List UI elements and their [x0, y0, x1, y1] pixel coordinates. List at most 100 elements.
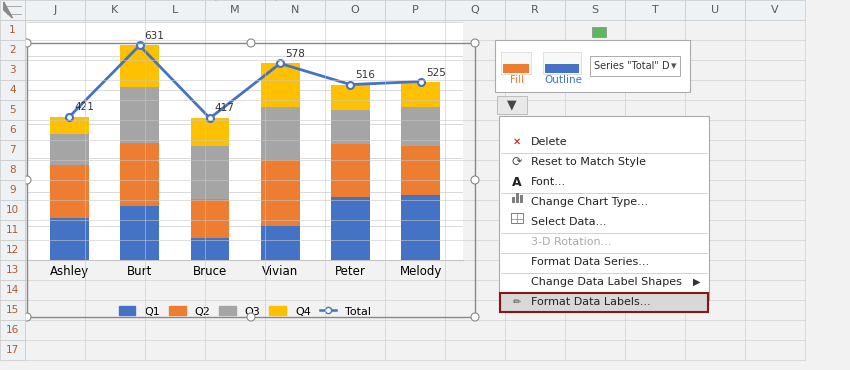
Bar — [332, 110, 370, 144]
Bar — [0, 140, 25, 160]
Text: ✕: ✕ — [513, 137, 521, 147]
Text: K: K — [111, 5, 119, 15]
Bar — [0, 240, 25, 260]
Text: Format Data Labels...: Format Data Labels... — [531, 297, 650, 307]
Text: Font...: Font... — [531, 177, 566, 187]
Text: ▼: ▼ — [507, 98, 517, 111]
Bar — [0, 60, 25, 80]
Text: 516: 516 — [355, 70, 376, 80]
Text: 525: 525 — [426, 68, 445, 78]
Bar — [385, 0, 445, 20]
Bar — [0, 100, 25, 120]
Text: 3-D Rotation...: 3-D Rotation... — [531, 237, 611, 247]
Bar — [332, 197, 370, 260]
Text: T: T — [652, 5, 659, 15]
Text: Change Data Label Shapes: Change Data Label Shapes — [531, 277, 682, 287]
Bar — [0, 260, 25, 280]
Circle shape — [23, 176, 31, 184]
Bar — [543, 52, 581, 74]
Text: 1: 1 — [9, 25, 16, 35]
Bar — [0, 220, 25, 240]
Bar — [565, 0, 625, 20]
Text: Format Data Series...: Format Data Series... — [531, 257, 649, 267]
Bar — [120, 143, 159, 206]
Text: Outline: Outline — [544, 75, 582, 85]
Text: 15: 15 — [6, 305, 19, 315]
Text: 2: 2 — [9, 45, 16, 55]
Bar — [499, 116, 709, 300]
Text: 4: 4 — [9, 85, 16, 95]
Text: 417: 417 — [215, 104, 235, 114]
Text: ▾: ▾ — [672, 61, 677, 71]
Bar — [50, 117, 88, 134]
Bar — [145, 0, 205, 20]
Bar — [401, 81, 440, 107]
Bar — [205, 0, 265, 20]
Bar — [512, 197, 515, 203]
Bar — [120, 87, 159, 143]
Bar — [261, 64, 299, 107]
Bar — [0, 80, 25, 100]
Circle shape — [23, 39, 31, 47]
Bar — [592, 27, 606, 37]
Text: 17: 17 — [6, 345, 19, 355]
Bar — [0, 280, 25, 300]
Bar — [401, 146, 440, 195]
Bar — [50, 218, 88, 260]
Bar — [0, 160, 25, 180]
Bar — [120, 46, 159, 87]
Bar — [511, 213, 523, 223]
Bar — [27, 43, 475, 317]
Text: 16: 16 — [6, 325, 19, 335]
Circle shape — [23, 313, 31, 321]
Bar — [190, 146, 230, 199]
Bar — [0, 320, 25, 340]
Text: 5: 5 — [9, 105, 16, 115]
Bar — [265, 0, 325, 20]
Text: Delete: Delete — [531, 137, 568, 147]
Bar — [0, 120, 25, 140]
Text: U: U — [711, 5, 719, 15]
Bar — [190, 118, 230, 146]
Bar — [0, 200, 25, 220]
Bar — [501, 52, 531, 74]
Text: O: O — [350, 5, 360, 15]
Circle shape — [471, 313, 479, 321]
Bar — [0, 180, 25, 200]
Bar — [545, 64, 579, 73]
Bar — [497, 96, 527, 114]
Bar — [190, 199, 230, 238]
Text: Series "Total" D: Series "Total" D — [594, 61, 670, 71]
Polygon shape — [3, 2, 13, 18]
Bar — [0, 40, 25, 60]
Bar — [445, 0, 505, 20]
Bar — [50, 165, 88, 218]
Bar — [0, 300, 25, 320]
Text: 10: 10 — [6, 205, 19, 215]
Text: 11: 11 — [6, 225, 19, 235]
Bar — [625, 0, 685, 20]
Bar — [590, 56, 680, 76]
Text: 578: 578 — [285, 49, 305, 59]
Text: J: J — [54, 5, 57, 15]
Title: Chart Title: Chart Title — [201, 0, 288, 18]
Legend: Q1, Q2, Q3, Q4, Total: Q1, Q2, Q3, Q4, Total — [114, 302, 376, 321]
Bar — [50, 134, 88, 165]
Text: 12: 12 — [6, 245, 19, 255]
Bar — [190, 238, 230, 260]
Text: V: V — [771, 5, 779, 15]
Text: ⟳: ⟳ — [512, 155, 522, 168]
Text: P: P — [411, 5, 418, 15]
Bar — [120, 206, 159, 260]
Bar — [745, 0, 805, 20]
Text: 7: 7 — [9, 145, 16, 155]
Bar — [332, 144, 370, 197]
Bar — [685, 0, 745, 20]
Text: A: A — [513, 175, 522, 188]
Text: Select Data...: Select Data... — [531, 217, 607, 227]
Text: L: L — [172, 5, 178, 15]
Text: ▶: ▶ — [694, 277, 700, 287]
Bar — [516, 193, 519, 203]
Text: M: M — [230, 5, 240, 15]
Text: Change Chart Type...: Change Chart Type... — [531, 197, 648, 207]
